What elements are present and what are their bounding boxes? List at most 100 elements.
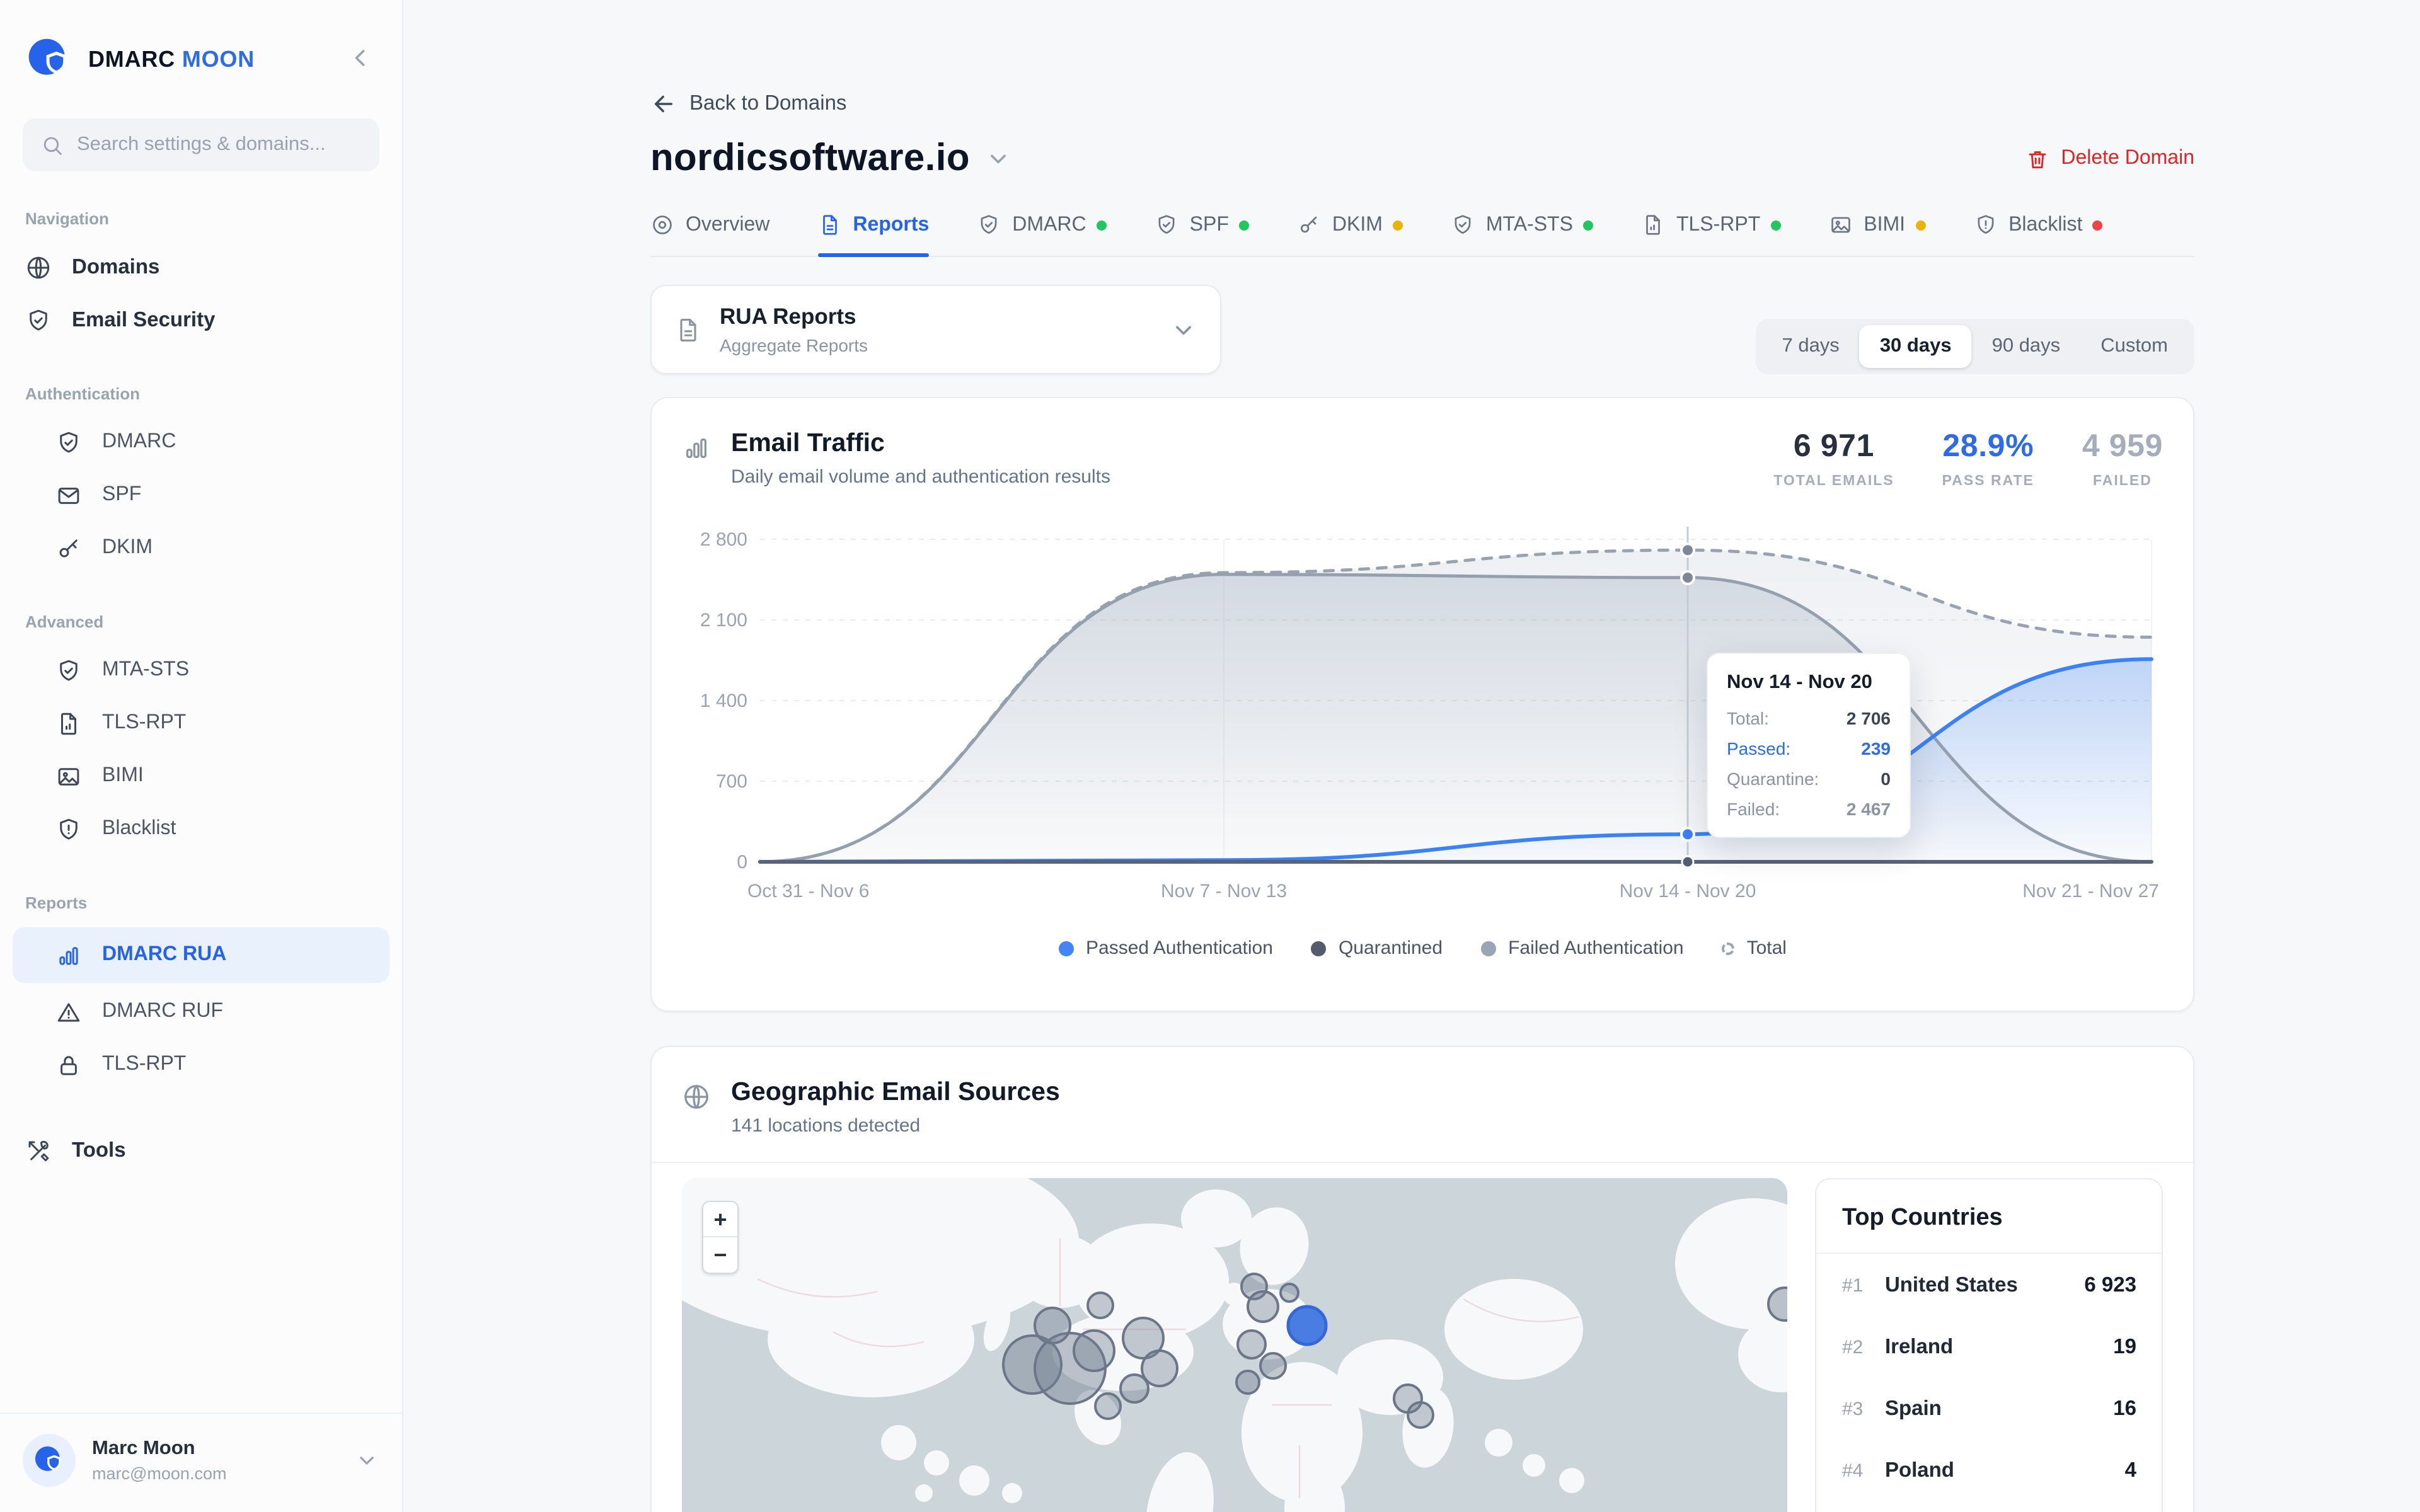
map-bubble[interactable] (1086, 1292, 1114, 1319)
page-title-domain: nordicsoftware.io (650, 137, 970, 179)
lock-icon (55, 1051, 82, 1078)
hover-dot-quarantined (1681, 855, 1695, 869)
traffic-chart[interactable]: 0 700 1 400 2 100 2 800 Oct 31 - Nov 6 Nov 7 … (682, 512, 2163, 920)
country-row-poland: #4 Poland 4 (1841, 1458, 2136, 1481)
tab-dkim[interactable]: DKIM (1297, 213, 1403, 256)
status-dot-green (1770, 220, 1781, 230)
map-bubble[interactable] (1119, 1373, 1150, 1404)
tab-blacklist[interactable]: Blacklist (1973, 213, 2103, 256)
search-input[interactable] (77, 134, 362, 156)
map-bubble[interactable] (1094, 1392, 1122, 1420)
tools-icon (25, 1137, 52, 1164)
sidebar-item-dkim[interactable]: DKIM (0, 522, 402, 575)
legend-dot-total-icon (1721, 942, 1734, 954)
file-text-icon (817, 213, 841, 237)
map-bubble-primary[interactable] (1286, 1305, 1328, 1346)
map-bubble[interactable] (1141, 1349, 1178, 1387)
sidebar-item-dmarc-ruf[interactable]: DMARC RUF (0, 985, 402, 1038)
sidebar-item-blacklist[interactable]: Blacklist (0, 803, 402, 856)
map-zoom-out-button[interactable]: − (703, 1237, 737, 1273)
tab-overview[interactable]: Overview (650, 213, 769, 256)
tab-bimi[interactable]: BIMI (1828, 213, 1926, 256)
chevron-left-icon (347, 43, 374, 71)
time-range-group: 7 days 30 days 90 days Custom (1755, 319, 2194, 374)
map-bubble[interactable] (1259, 1352, 1287, 1380)
user-profile[interactable]: Marc Moon marc@moon.com (0, 1412, 402, 1512)
sidebar-item-dmarc-rua[interactable]: DMARC RUA (13, 927, 389, 983)
legend-item-passed[interactable]: Passed Authentication (1058, 937, 1273, 959)
top-countries-panel: Top Countries #1 United States 6 923 #2 … (1815, 1178, 2163, 1512)
sidebar-collapse-button[interactable] (344, 43, 377, 76)
x-tick-label: Oct 31 - Nov 6 (747, 881, 869, 902)
map-bubble[interactable] (1407, 1401, 1434, 1429)
traffic-subtitle: Daily email volume and authentication re… (731, 466, 1110, 488)
chart-tooltip: Nov 14 - Nov 20 Total: 2 706 Passed: 239 Q… (1707, 653, 1911, 838)
report-type-select[interactable]: RUA Reports Aggregate Reports (650, 285, 1221, 374)
map-bubble[interactable] (1767, 1286, 1788, 1322)
map-bubble[interactable] (1002, 1334, 1063, 1395)
passed-area (760, 659, 2152, 862)
alert-triangle-icon (55, 999, 82, 1025)
file-text-icon (674, 316, 702, 343)
image-icon (55, 763, 82, 789)
map-bubble[interactable] (1247, 1290, 1279, 1323)
traffic-chart-svg: 0 700 1 400 2 100 2 800 Oct 31 - Nov 6 Nov 7 … (700, 527, 2159, 902)
shield-check-icon (25, 307, 52, 333)
time-range-90-days[interactable]: 90 days (1972, 325, 2081, 368)
sidebar-item-tls-rpt[interactable]: TLS-RPT (0, 697, 402, 750)
sidebar-item-tls-rpt-reports[interactable]: TLS-RPT (0, 1038, 402, 1091)
nav-section-label: Reports (25, 893, 88, 912)
status-dot-green (1096, 220, 1107, 230)
chart-legend: Passed Authentication Quarantined Failed… (682, 937, 2163, 959)
map-zoom-in-button[interactable]: + (703, 1202, 737, 1237)
world-map[interactable]: + − (682, 1178, 1788, 1512)
map-bubble[interactable] (1279, 1283, 1299, 1303)
map-bubble[interactable] (1034, 1307, 1071, 1344)
country-row-ireland: #2 Ireland 19 (1841, 1335, 2136, 1358)
world-map-svg (682, 1178, 1788, 1512)
sidebar-item-domains[interactable]: Domains (0, 241, 402, 294)
delete-domain-button[interactable]: Delete Domain (2025, 147, 2194, 171)
key-icon (55, 535, 82, 561)
sidebar-item-mta-sts[interactable]: MTA-STS (0, 644, 402, 697)
sidebar-item-spf[interactable]: SPF (0, 469, 402, 522)
stat-total-emails: 6 971 TOTAL EMAILS (1773, 428, 1894, 489)
legend-item-total[interactable]: Total (1721, 937, 1787, 959)
back-to-domains-link[interactable]: Back to Domains (650, 91, 846, 117)
bar-chart-icon (682, 433, 711, 462)
tab-reports[interactable]: Reports (817, 213, 930, 257)
shield-check-icon (55, 657, 82, 684)
sidebar-item-email-security[interactable]: Email Security (0, 294, 402, 346)
shield-check-icon (55, 429, 82, 455)
legend-item-quarantined[interactable]: Quarantined (1310, 937, 1443, 959)
time-range-30-days[interactable]: 30 days (1859, 325, 1972, 368)
tab-spf[interactable]: SPF (1155, 213, 1249, 256)
sidebar-item-tools[interactable]: Tools (0, 1124, 402, 1177)
time-range-custom[interactable]: Custom (2080, 325, 2188, 368)
tab-mta-sts[interactable]: MTA-STS (1451, 213, 1593, 256)
brand-primary: DMARC (88, 46, 175, 71)
map-bubble[interactable] (1122, 1317, 1165, 1360)
main-content: Back to Domains nordicsoftware.io Delete… (403, 0, 2420, 1512)
overview-icon (650, 213, 674, 237)
map-bubbles (1002, 1273, 1788, 1429)
geo-sources-card: Geographic Email Sources 141 locations d… (650, 1046, 2194, 1512)
legend-item-failed[interactable]: Failed Authentication (1480, 937, 1684, 959)
sidebar-item-dmarc[interactable]: DMARC (0, 416, 402, 469)
dmarc-moon-logo-icon (25, 35, 73, 83)
tab-dmarc[interactable]: DMARC (977, 213, 1107, 256)
tab-tls-rpt[interactable]: TLS-RPT (1641, 213, 1781, 256)
status-dot-amber (1915, 220, 1926, 230)
sidebar-item-bimi[interactable]: BIMI (0, 750, 402, 803)
map-bubble[interactable] (1236, 1329, 1267, 1360)
domain-dropdown-chevron-icon[interactable] (985, 145, 1013, 173)
nav-section-label: Navigation (25, 209, 109, 228)
status-dot-green (1582, 220, 1593, 230)
avatar (23, 1434, 76, 1487)
map-bubble[interactable] (1073, 1329, 1115, 1372)
hover-dot-passed (1680, 827, 1695, 842)
map-bubble[interactable] (1235, 1370, 1260, 1395)
brand-secondary: MOON (182, 46, 255, 71)
time-range-7-days[interactable]: 7 days (1761, 325, 1859, 368)
status-dot-amber (1392, 220, 1403, 230)
